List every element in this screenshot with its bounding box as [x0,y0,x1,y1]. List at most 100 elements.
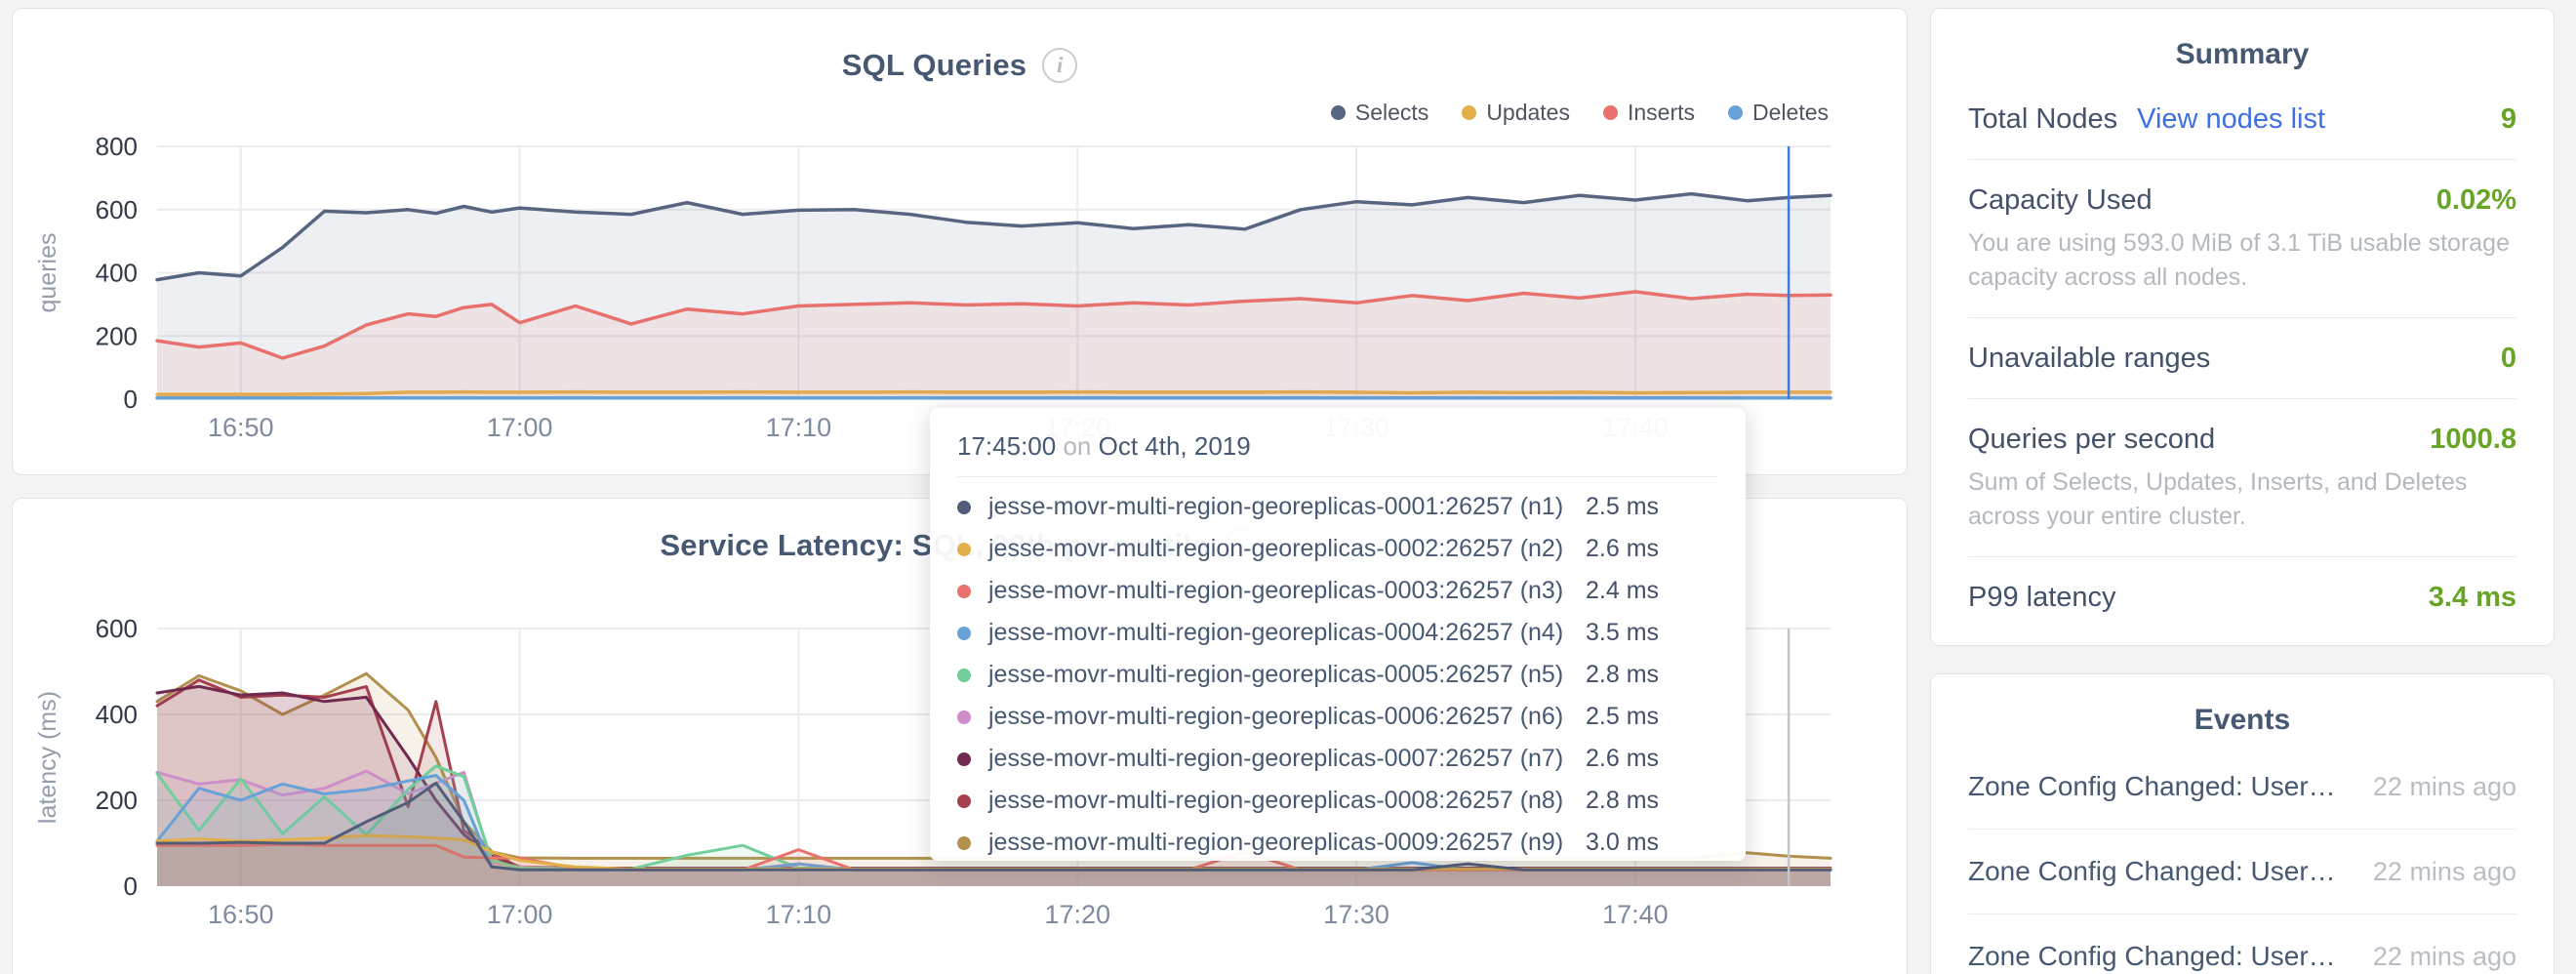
legend-dot-icon [1602,105,1618,120]
summary-row-total-nodes: Total Nodes View nodes list 9 [1968,79,2516,160]
chart-hover-tooltip: 17:45:00 on Oct 4th, 2019 jesse-movr-mul… [930,408,1746,861]
sql-queries-header: SQL Queries i [13,48,1907,83]
tooltip-node-row: jesse-movr-multi-region-georeplicas-0005… [957,654,1718,696]
tooltip-node-list: jesse-movr-multi-region-georeplicas-0001… [957,486,1718,861]
svg-text:17:10: 17:10 [766,900,832,929]
legend-label: Selects [1354,100,1429,125]
svg-text:0: 0 [124,872,138,901]
capacity-used-value: 0.02% [2435,184,2516,216]
tooltip-node-row: jesse-movr-multi-region-georeplicas-0008… [957,780,1718,822]
tooltip-on: on [1063,431,1092,461]
legend-dot-icon [1728,105,1744,120]
event-time: 22 mins ago [2372,772,2516,801]
sql-queries-panel: SQL Queries i Selects Updates Inserts Delet… [12,8,1908,475]
node-color-dot-icon [957,668,971,682]
tooltip-node-row: jesse-movr-multi-region-georeplicas-0009… [957,822,1718,861]
node-name: jesse-movr-multi-region-georeplicas-0005… [988,661,1564,688]
node-latency-value: 2.8 ms [1586,787,1660,814]
node-name: jesse-movr-multi-region-georeplicas-0002… [988,535,1564,562]
chart-title-sql-queries: SQL Queries [841,48,1027,82]
node-latency-value: 2.5 ms [1586,703,1660,730]
node-name: jesse-movr-multi-region-georeplicas-0007… [988,745,1564,772]
summary-row-unavailable-ranges: Unavailable ranges 0 [1968,318,2516,399]
summary-title: Summary [2175,38,2310,70]
node-name: jesse-movr-multi-region-georeplicas-0001… [988,493,1564,520]
node-color-dot-icon [957,626,971,640]
sql-queries-chart[interactable]: 16:5017:0017:1017:2017:3017:400200400600… [13,9,1909,476]
legend-item-updates[interactable]: Updates [1462,100,1570,126]
unavailable-ranges-value: 0 [2500,343,2516,374]
svg-text:16:50: 16:50 [208,900,274,929]
tooltip-node-row: jesse-movr-multi-region-georeplicas-0006… [957,696,1718,738]
svg-text:17:00: 17:00 [487,900,553,929]
node-latency-value: 2.5 ms [1586,493,1660,520]
tooltip-node-row: jesse-movr-multi-region-georeplicas-0003… [957,570,1718,612]
tooltip-node-row: jesse-movr-multi-region-georeplicas-0004… [957,612,1718,654]
svg-text:200: 200 [96,786,138,815]
node-latency-value: 3.0 ms [1586,829,1660,856]
node-color-dot-icon [957,835,971,850]
legend-item-deletes[interactable]: Deletes [1728,100,1829,126]
event-time: 22 mins ago [2372,857,2516,886]
info-icon[interactable]: i [1042,48,1078,83]
node-color-dot-icon [957,793,971,808]
total-nodes-value: 9 [2500,103,2516,135]
svg-text:600: 600 [96,195,138,224]
summary-row-p99-latency: P99 latency 3.4 ms [1968,557,2516,637]
legend-item-inserts[interactable]: Inserts [1602,100,1696,126]
legend-label: Updates [1486,100,1570,125]
event-text: Zone Config Changed: User… [1968,771,2336,801]
node-color-dot-icon [957,584,971,598]
legend-item-selects[interactable]: Selects [1330,100,1429,126]
svg-text:400: 400 [96,700,138,729]
svg-text:800: 800 [96,132,138,161]
p99-latency-label: P99 latency [1968,582,2116,613]
tooltip-node-row: jesse-movr-multi-region-georeplicas-0001… [957,486,1718,528]
unavailable-ranges-label: Unavailable ranges [1968,343,2211,374]
svg-text:600: 600 [96,614,138,643]
tooltip-date: Oct 4th, 2019 [1098,431,1251,461]
node-latency-value: 2.4 ms [1586,577,1660,604]
svg-text:200: 200 [96,321,138,350]
event-row[interactable]: Zone Config Changed: User… 22 mins ago [1968,745,2516,830]
legend-dot-icon [1330,105,1346,120]
tooltip-time: 17:45:00 [957,431,1057,461]
node-latency-value: 3.5 ms [1586,619,1660,646]
qps-label: Queries per second [1968,424,2216,455]
node-color-dot-icon [957,542,971,556]
capacity-used-subtext: You are using 593.0 MiB of 3.1 TiB usabl… [1968,229,2510,291]
svg-text:17:10: 17:10 [766,413,832,442]
p99-latency-value: 3.4 ms [2428,582,2516,613]
event-row[interactable]: Zone Config Changed: User… 22 mins ago [1968,914,2516,974]
node-name: jesse-movr-multi-region-georeplicas-0003… [988,577,1564,604]
svg-text:17:00: 17:00 [487,413,553,442]
legend-label: Deletes [1752,100,1829,125]
view-nodes-list-link[interactable]: View nodes list [2137,103,2326,135]
event-text: Zone Config Changed: User… [1968,856,2336,886]
tooltip-timestamp: 17:45:00 on Oct 4th, 2019 [957,431,1718,477]
svg-text:17:20: 17:20 [1044,900,1110,929]
svg-text:queries: queries [34,233,61,313]
svg-text:0: 0 [124,385,138,414]
node-color-dot-icon [957,710,971,724]
svg-text:latency (ms): latency (ms) [34,691,61,824]
events-panel: Events Zone Config Changed: User… 22 mins… [1930,673,2555,974]
capacity-used-label: Capacity Used [1968,184,2153,216]
node-name: jesse-movr-multi-region-georeplicas-0008… [988,787,1564,814]
tooltip-node-row: jesse-movr-multi-region-georeplicas-0002… [957,528,1718,570]
qps-value: 1000.8 [2430,424,2516,455]
total-nodes-label: Total Nodes [1968,103,2118,135]
svg-text:400: 400 [96,259,138,288]
summary-panel: Summary Total Nodes View nodes list 9 Ca… [1930,8,2555,646]
event-text: Zone Config Changed: User… [1968,941,2336,971]
svg-text:17:40: 17:40 [1602,900,1669,929]
events-title: Events [2194,704,2291,736]
event-row[interactable]: Zone Config Changed: User… 22 mins ago [1968,830,2516,914]
chart-legend: Selects Updates Inserts Deletes [1330,100,1829,126]
node-color-dot-icon [957,751,971,766]
node-name: jesse-movr-multi-region-georeplicas-0006… [988,703,1564,730]
node-name: jesse-movr-multi-region-georeplicas-0009… [988,829,1564,856]
event-time: 22 mins ago [2372,942,2516,971]
legend-label: Inserts [1627,100,1696,125]
svg-text:16:50: 16:50 [208,413,274,442]
